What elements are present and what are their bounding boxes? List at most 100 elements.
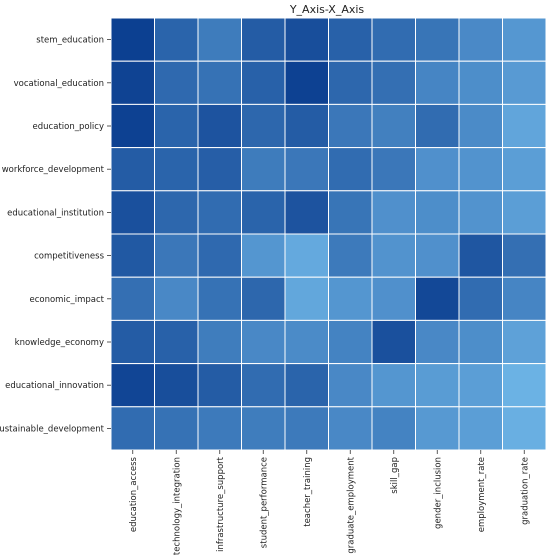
heatmap-cell bbox=[458, 363, 503, 408]
heatmap-cell bbox=[241, 363, 286, 408]
heatmap-cell bbox=[415, 60, 460, 105]
heatmap-cell bbox=[371, 147, 416, 192]
heatmap-cell bbox=[328, 190, 373, 235]
y-tick-label: workforce_development bbox=[2, 165, 105, 175]
y-tick-label: competitiveness bbox=[34, 252, 104, 262]
heatmap-cell bbox=[328, 147, 373, 192]
heatmap-cell bbox=[197, 276, 242, 321]
heatmap-cell bbox=[328, 363, 373, 408]
heatmap-cell bbox=[502, 190, 547, 235]
y-tick-label: economic_impact bbox=[29, 295, 104, 305]
heatmap-cell bbox=[110, 319, 155, 365]
heatmap-cell bbox=[110, 406, 155, 451]
heatmap-cell bbox=[502, 276, 547, 321]
heatmap-cell bbox=[284, 406, 329, 451]
heatmap-cell bbox=[284, 363, 329, 408]
heatmap-cell bbox=[110, 190, 155, 235]
x-tick-label: employment_rate bbox=[477, 457, 487, 532]
heatmap-cell bbox=[241, 60, 286, 105]
heatmap-cell bbox=[415, 190, 460, 235]
heatmap-cell bbox=[241, 103, 286, 149]
heatmap-cell bbox=[415, 147, 460, 192]
heatmap-cell bbox=[371, 103, 416, 149]
heatmap-cell bbox=[371, 363, 416, 408]
heatmap-cell bbox=[415, 103, 460, 149]
y-tick-label: sustainable_development bbox=[0, 424, 105, 434]
heatmap-cell bbox=[328, 319, 373, 365]
x-tick-label: gender_inclusion bbox=[433, 457, 443, 529]
heatmap-cell bbox=[502, 60, 547, 105]
heatmap-cell bbox=[197, 363, 242, 408]
heatmap-cells bbox=[110, 17, 547, 451]
heatmap-cell bbox=[328, 60, 373, 105]
x-tick-label: teacher_training bbox=[303, 457, 313, 527]
heatmap-cell bbox=[458, 319, 503, 365]
heatmap-cell bbox=[241, 17, 286, 62]
heatmap-cell bbox=[110, 233, 155, 278]
heatmap-cell bbox=[415, 276, 460, 321]
heatmap-cell bbox=[371, 17, 416, 62]
heatmap-cell bbox=[154, 190, 199, 235]
heatmap-cell bbox=[284, 319, 329, 365]
heatmap-cell bbox=[415, 319, 460, 365]
heatmap-cell bbox=[154, 17, 199, 62]
heatmap-cell bbox=[502, 406, 547, 451]
heatmap-cell bbox=[458, 406, 503, 451]
heatmap-cell bbox=[154, 233, 199, 278]
heatmap-cell bbox=[458, 276, 503, 321]
x-tick-label: graduate_employment bbox=[346, 456, 356, 553]
heatmap-cell bbox=[458, 147, 503, 192]
heatmap-cell bbox=[110, 103, 155, 149]
heatmap-cell bbox=[284, 60, 329, 105]
heatmap-cell bbox=[197, 60, 242, 105]
heatmap-cell bbox=[502, 103, 547, 149]
heatmap-cell bbox=[197, 103, 242, 149]
heatmap-cell bbox=[110, 363, 155, 408]
heatmap-cell bbox=[502, 17, 547, 62]
heatmap-cell bbox=[328, 233, 373, 278]
heatmap-cell bbox=[154, 319, 199, 365]
y-tick-label: vocational_education bbox=[14, 79, 104, 89]
heatmap-cell bbox=[284, 103, 329, 149]
y-tick-label: knowledge_economy bbox=[15, 338, 104, 348]
heatmap-cell bbox=[458, 103, 503, 149]
heatmap-cell bbox=[197, 319, 242, 365]
heatmap-cell bbox=[415, 406, 460, 451]
heatmap-cell bbox=[502, 147, 547, 192]
heatmap-cell bbox=[241, 233, 286, 278]
heatmap-cell bbox=[284, 190, 329, 235]
heatmap-cell bbox=[458, 190, 503, 235]
heatmap-cell bbox=[241, 147, 286, 192]
heatmap-cell bbox=[458, 17, 503, 62]
heatmap-cell bbox=[241, 190, 286, 235]
heatmap-cell bbox=[284, 17, 329, 62]
heatmap-cell bbox=[110, 60, 155, 105]
heatmap-cell bbox=[241, 319, 286, 365]
heatmap-cell bbox=[328, 406, 373, 451]
y-tick-label: education_policy bbox=[33, 122, 104, 132]
heatmap-cell bbox=[371, 60, 416, 105]
heatmap-cell bbox=[241, 406, 286, 451]
y-tick-label: educational_innovation bbox=[5, 381, 104, 391]
heatmap-cell bbox=[502, 363, 547, 408]
heatmap-cell bbox=[197, 406, 242, 451]
heatmap-cell bbox=[371, 190, 416, 235]
heatmap-cell bbox=[110, 147, 155, 192]
heatmap-cell bbox=[284, 147, 329, 192]
heatmap-cell bbox=[197, 233, 242, 278]
heatmap-cell bbox=[415, 233, 460, 278]
heatmap-cell bbox=[154, 276, 199, 321]
heatmap-cell bbox=[110, 17, 155, 62]
x-tick-label: student_performance bbox=[259, 457, 269, 548]
heatmap-cell bbox=[415, 17, 460, 62]
heatmap-cell bbox=[415, 363, 460, 408]
heatmap-cell bbox=[197, 147, 242, 192]
heatmap-cell bbox=[154, 406, 199, 451]
heatmap-cell bbox=[197, 17, 242, 62]
x-tick-label: infrastructure_support bbox=[216, 456, 226, 552]
heatmap-cell bbox=[371, 276, 416, 321]
y-axis-labels: stem_education vocational_educationeducat… bbox=[0, 36, 111, 434]
heatmap-cell bbox=[502, 319, 547, 365]
heatmap-cell bbox=[154, 363, 199, 408]
